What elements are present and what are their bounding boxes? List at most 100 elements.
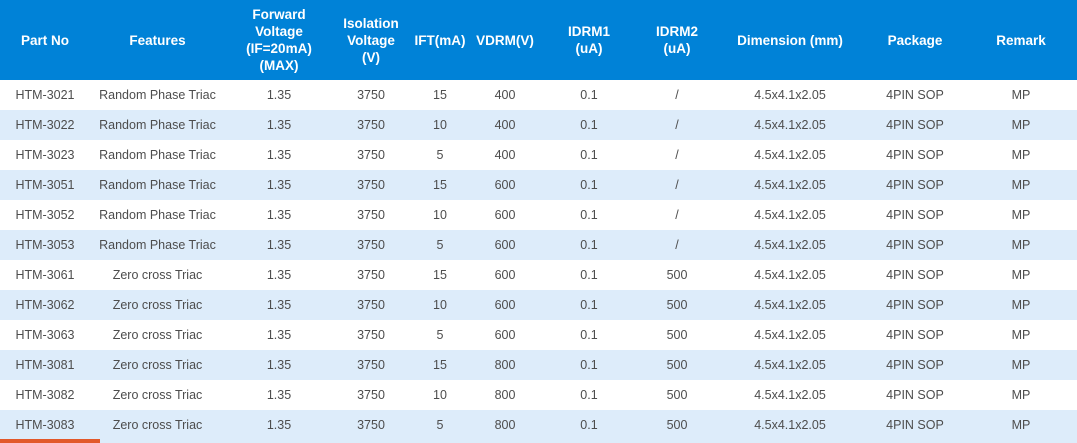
cell-dimension: 4.5x4.1x2.05 [754, 328, 826, 342]
cell-features: Zero cross Triac [112, 388, 203, 402]
cell-features: Zero cross Triac [112, 328, 203, 342]
table-header: Part No Features Forward Voltage (IF=20mA)… [0, 0, 1077, 80]
cell-remark: MP [1011, 388, 1031, 402]
column-header-vdrm: VDRM(V) [471, 0, 539, 80]
cell-idrm2: 500 [666, 268, 688, 282]
cell-idrm2: / [675, 148, 679, 162]
cell-remark: MP [1011, 88, 1031, 102]
cell-remark: MP [1011, 418, 1031, 432]
table-row: HTM-3022 Random Phase Triac 1.35 3750 10 400 0… [0, 110, 1077, 140]
cell-isolation_voltage: 3750 [357, 298, 385, 312]
cell-package: 4PIN SOP [886, 178, 944, 192]
cell-forward_voltage: 1.35 [266, 328, 292, 342]
column-header-idrm2: IDRM2 (uA) [639, 0, 715, 80]
cell-dimension: 4.5x4.1x2.05 [754, 388, 826, 402]
cell-forward_voltage: 1.35 [266, 298, 292, 312]
cell-dimension: 4.5x4.1x2.05 [754, 88, 826, 102]
cell-idrm1: 0.1 [580, 268, 598, 282]
table-row: HTM-3061 Zero cross Triac 1.35 3750 15 600 0.1… [0, 260, 1077, 290]
cell-forward_voltage: 1.35 [266, 118, 292, 132]
bottom-row-filler [0, 440, 1077, 443]
table-row: HTM-3063 Zero cross Triac 1.35 3750 5 600 0.1 5… [0, 320, 1077, 350]
cell-remark: MP [1011, 208, 1031, 222]
cell-features: Zero cross Triac [112, 268, 203, 282]
cell-dimension: 4.5x4.1x2.05 [754, 418, 826, 432]
cell-ift: 15 [433, 178, 447, 192]
cell-package: 4PIN SOP [886, 208, 944, 222]
cell-vdrm: 400 [494, 88, 516, 102]
cell-package: 4PIN SOP [886, 328, 944, 342]
table-row: HTM-3081 Zero cross Triac 1.35 3750 15 800 0.1… [0, 350, 1077, 380]
cell-vdrm: 800 [494, 388, 516, 402]
cell-features: Random Phase Triac [99, 88, 216, 102]
cell-forward_voltage: 1.35 [266, 208, 292, 222]
cell-dimension: 4.5x4.1x2.05 [754, 148, 826, 162]
cell-dimension: 4.5x4.1x2.05 [754, 268, 826, 282]
cell-vdrm: 600 [494, 178, 516, 192]
cell-ift: 10 [433, 208, 447, 222]
cell-part_no: HTM-3062 [15, 298, 75, 312]
cell-vdrm: 600 [494, 268, 516, 282]
cell-idrm2: / [675, 178, 679, 192]
cell-dimension: 4.5x4.1x2.05 [754, 358, 826, 372]
cell-features: Zero cross Triac [112, 418, 203, 432]
cell-dimension: 4.5x4.1x2.05 [754, 238, 826, 252]
cell-vdrm: 400 [494, 148, 516, 162]
column-header-part_no: Part No [0, 0, 90, 80]
cell-features: Random Phase Triac [99, 178, 216, 192]
header-row: Part No Features Forward Voltage (IF=20mA)… [0, 0, 1077, 80]
cell-part_no: HTM-3082 [15, 388, 75, 402]
cell-idrm2: 500 [666, 298, 688, 312]
table-row: HTM-3053 Random Phase Triac 1.35 3750 5 600 0.… [0, 230, 1077, 260]
cell-idrm1: 0.1 [580, 388, 598, 402]
cell-idrm1: 0.1 [580, 118, 598, 132]
cell-isolation_voltage: 3750 [357, 208, 385, 222]
table-body: HTM-3021 Random Phase Triac 1.35 3750 15 400 0… [0, 80, 1077, 440]
column-header-dimension: Dimension (mm) [715, 0, 865, 80]
cell-idrm2: / [675, 238, 679, 252]
cell-features: Random Phase Triac [99, 148, 216, 162]
cell-part_no: HTM-3083 [15, 418, 75, 432]
table-row: HTM-3021 Random Phase Triac 1.35 3750 15 400 0… [0, 80, 1077, 110]
cell-isolation_voltage: 3750 [357, 268, 385, 282]
cell-vdrm: 600 [494, 238, 516, 252]
cell-ift: 10 [433, 298, 447, 312]
cell-package: 4PIN SOP [886, 148, 944, 162]
column-header-forward_voltage: Forward Voltage (IF=20mA) (MAX) [225, 0, 333, 80]
cell-idrm1: 0.1 [580, 328, 598, 342]
cell-ift: 15 [433, 268, 447, 282]
cell-idrm2: 500 [666, 388, 688, 402]
cell-dimension: 4.5x4.1x2.05 [754, 178, 826, 192]
cell-vdrm: 600 [494, 298, 516, 312]
cell-part_no: HTM-3052 [15, 208, 75, 222]
cell-isolation_voltage: 3750 [357, 88, 385, 102]
cell-isolation_voltage: 3750 [357, 178, 385, 192]
cell-remark: MP [1011, 238, 1031, 252]
cell-dimension: 4.5x4.1x2.05 [754, 298, 826, 312]
cell-remark: MP [1011, 328, 1031, 342]
cell-remark: MP [1011, 358, 1031, 372]
cell-idrm2: 500 [666, 358, 688, 372]
cell-package: 4PIN SOP [886, 298, 944, 312]
cell-features: Random Phase Triac [99, 238, 216, 252]
cell-remark: MP [1011, 178, 1031, 192]
cell-forward_voltage: 1.35 [266, 238, 292, 252]
cell-ift: 5 [436, 418, 444, 432]
cell-remark: MP [1011, 268, 1031, 282]
cell-isolation_voltage: 3750 [357, 388, 385, 402]
cell-part_no: HTM-3081 [15, 358, 75, 372]
cell-forward_voltage: 1.35 [266, 178, 292, 192]
cell-idrm1: 0.1 [580, 298, 598, 312]
cell-part_no: HTM-3023 [15, 148, 75, 162]
cell-part_no: HTM-3053 [15, 238, 75, 252]
cell-part_no: HTM-3022 [15, 118, 75, 132]
cell-forward_voltage: 1.35 [266, 418, 292, 432]
cell-idrm1: 0.1 [580, 238, 598, 252]
cell-ift: 10 [433, 388, 447, 402]
cell-part_no: HTM-3021 [15, 88, 75, 102]
column-header-package: Package [865, 0, 965, 80]
orange-accent-bar [0, 439, 100, 443]
cell-vdrm: 600 [494, 328, 516, 342]
cell-isolation_voltage: 3750 [357, 118, 385, 132]
cell-ift: 5 [436, 148, 444, 162]
